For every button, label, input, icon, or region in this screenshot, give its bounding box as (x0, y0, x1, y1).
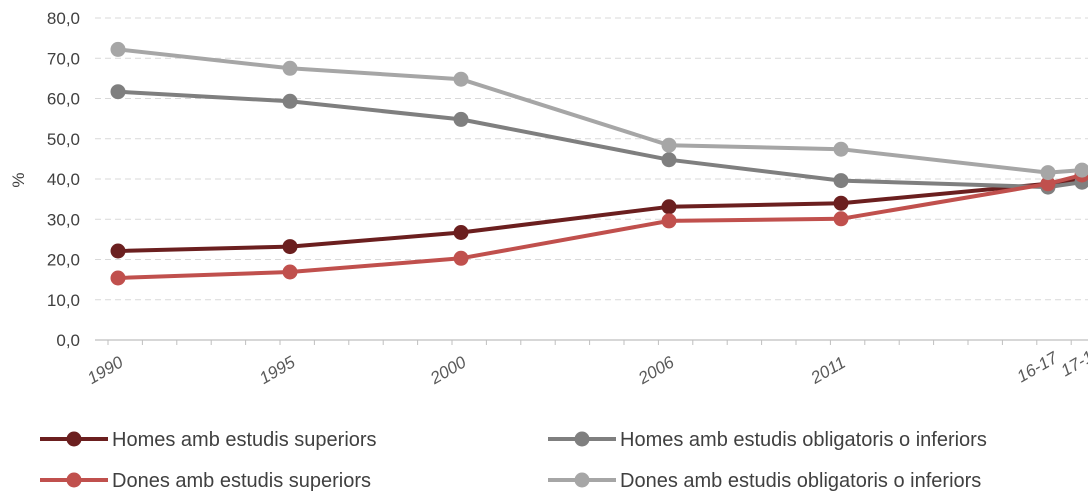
legend-label: Dones amb estudis obligatoris o inferior… (620, 470, 981, 492)
y-tick-label: 0,0 (56, 331, 80, 350)
y-tick-label: 60,0 (47, 90, 80, 109)
x-tick-label: 2000 (426, 352, 470, 388)
x-tick-label: 16-17 (1014, 348, 1062, 386)
legend-label: Homes amb estudis superiors (112, 429, 377, 451)
data-point (282, 60, 298, 76)
x-tick-label: 2006 (634, 352, 678, 388)
series-line (117, 47, 1083, 175)
data-point (661, 137, 677, 153)
legend-label: Homes amb estudis obligatoris o inferior… (620, 429, 987, 451)
data-point (453, 225, 469, 240)
y-tick-label: 30,0 (47, 210, 80, 229)
legend-label: Dones amb estudis superiors (112, 470, 371, 492)
data-point (1040, 165, 1056, 181)
legend-entry: Homes amb estudis obligatoris o inferior… (548, 429, 987, 451)
data-point (110, 41, 126, 57)
legend-entry: Dones amb estudis obligatoris o inferior… (548, 470, 981, 492)
data-point (453, 250, 469, 266)
series-line (117, 89, 1083, 190)
data-point (110, 270, 126, 286)
data-point (833, 211, 849, 227)
data-point (110, 243, 126, 259)
data-point (833, 195, 849, 211)
x-tick-label: 17-18 (1058, 342, 1088, 380)
data-point (1040, 176, 1056, 192)
x-tick-label: 1990 (84, 352, 127, 388)
data-point (453, 111, 469, 127)
data-point (110, 84, 126, 100)
y-tick-label: 70,0 (47, 49, 80, 68)
x-tick-label: 1995 (256, 352, 299, 388)
legend-marker (66, 431, 82, 447)
series-lines (110, 41, 1088, 286)
legend-entry: Dones amb estudis superiors (40, 470, 371, 492)
series-4 (110, 41, 1088, 181)
data-point (282, 239, 298, 255)
legend-marker (574, 472, 590, 488)
y-tick-label: 20,0 (47, 251, 80, 270)
data-point (1074, 162, 1088, 178)
series-line (117, 177, 1083, 253)
data-point (282, 264, 298, 280)
data-point (661, 152, 677, 168)
series-line (117, 173, 1083, 280)
y-tick-label: 10,0 (47, 291, 80, 310)
y-axis-label: % (9, 172, 28, 187)
data-point (661, 213, 677, 229)
data-point (453, 71, 469, 87)
y-tick-label: 40,0 (47, 170, 80, 189)
data-point (833, 141, 849, 157)
data-point (282, 93, 298, 109)
data-point (661, 199, 677, 215)
series-2 (110, 84, 1088, 195)
legend-entry: Homes amb estudis superiors (40, 429, 377, 451)
y-tick-label: 80,0 (47, 9, 80, 28)
x-tick-label: 2011 (807, 353, 849, 388)
legend: Homes amb estudis superiors Homes amb est… (40, 429, 987, 492)
data-point (833, 173, 849, 189)
y-tick-label: 50,0 (47, 130, 80, 149)
legend-marker (574, 431, 590, 447)
legend-marker (66, 472, 82, 488)
y-tick-labels: 0,0 10,0 20,0 30,0 40,0 50,0 60,0 70,0 80,0 (47, 9, 80, 350)
axes (95, 339, 1088, 345)
